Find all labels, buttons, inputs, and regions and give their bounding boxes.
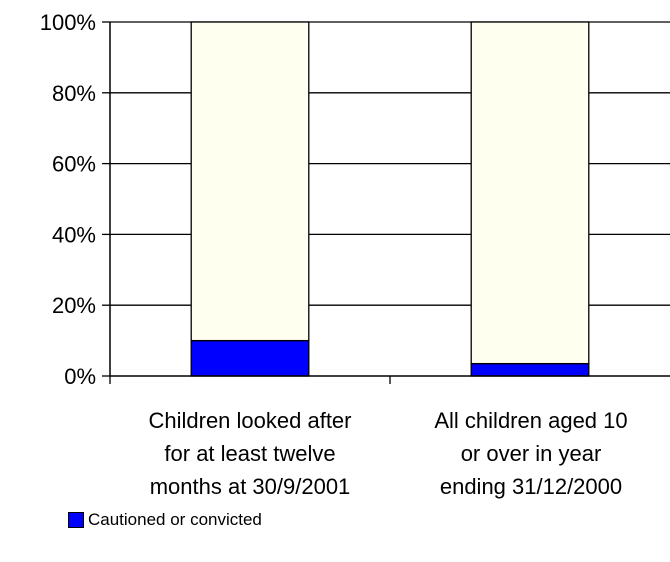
category-label-1-line-1: All children aged 10 <box>434 408 628 433</box>
y-tick-label: 20% <box>52 293 96 318</box>
bar-segment-series-0-cat-1 <box>470 362 590 377</box>
y-tick-label: 0% <box>64 364 96 389</box>
category-label-1: All children aged 10 or over in year end… <box>386 404 670 503</box>
category-label-0-line-3: months at 30/9/2001 <box>149 474 351 499</box>
category-label-0-line-1: Children looked after <box>148 408 352 433</box>
y-tick-label: 80% <box>52 81 96 106</box>
y-tick-label: 60% <box>52 152 96 177</box>
bar-segment-series-1-cat-0 <box>190 21 310 342</box>
category-label-0: Children looked after for at least twelv… <box>105 404 395 503</box>
category-label-0-line-2: for at least twelve <box>164 441 336 466</box>
bars <box>190 21 590 377</box>
legend: Cautioned or convicted <box>68 510 262 530</box>
legend-label: Cautioned or convicted <box>88 510 262 529</box>
y-tick-labels: 0% 20% 40% 60% 80% 100% <box>40 10 96 389</box>
y-tick-label: 40% <box>52 222 96 247</box>
y-tick-marks <box>102 21 110 377</box>
bar-segment-series-1-cat-1 <box>470 21 590 365</box>
category-label-1-line-3: ending 31/12/2000 <box>439 474 623 499</box>
y-tick-label: 100% <box>40 10 96 35</box>
x-tick-marks <box>109 376 391 384</box>
bar-segment-series-0-cat-0 <box>190 339 310 377</box>
legend-swatch <box>68 512 84 528</box>
category-label-1-line-2: or over in year <box>460 441 602 466</box>
